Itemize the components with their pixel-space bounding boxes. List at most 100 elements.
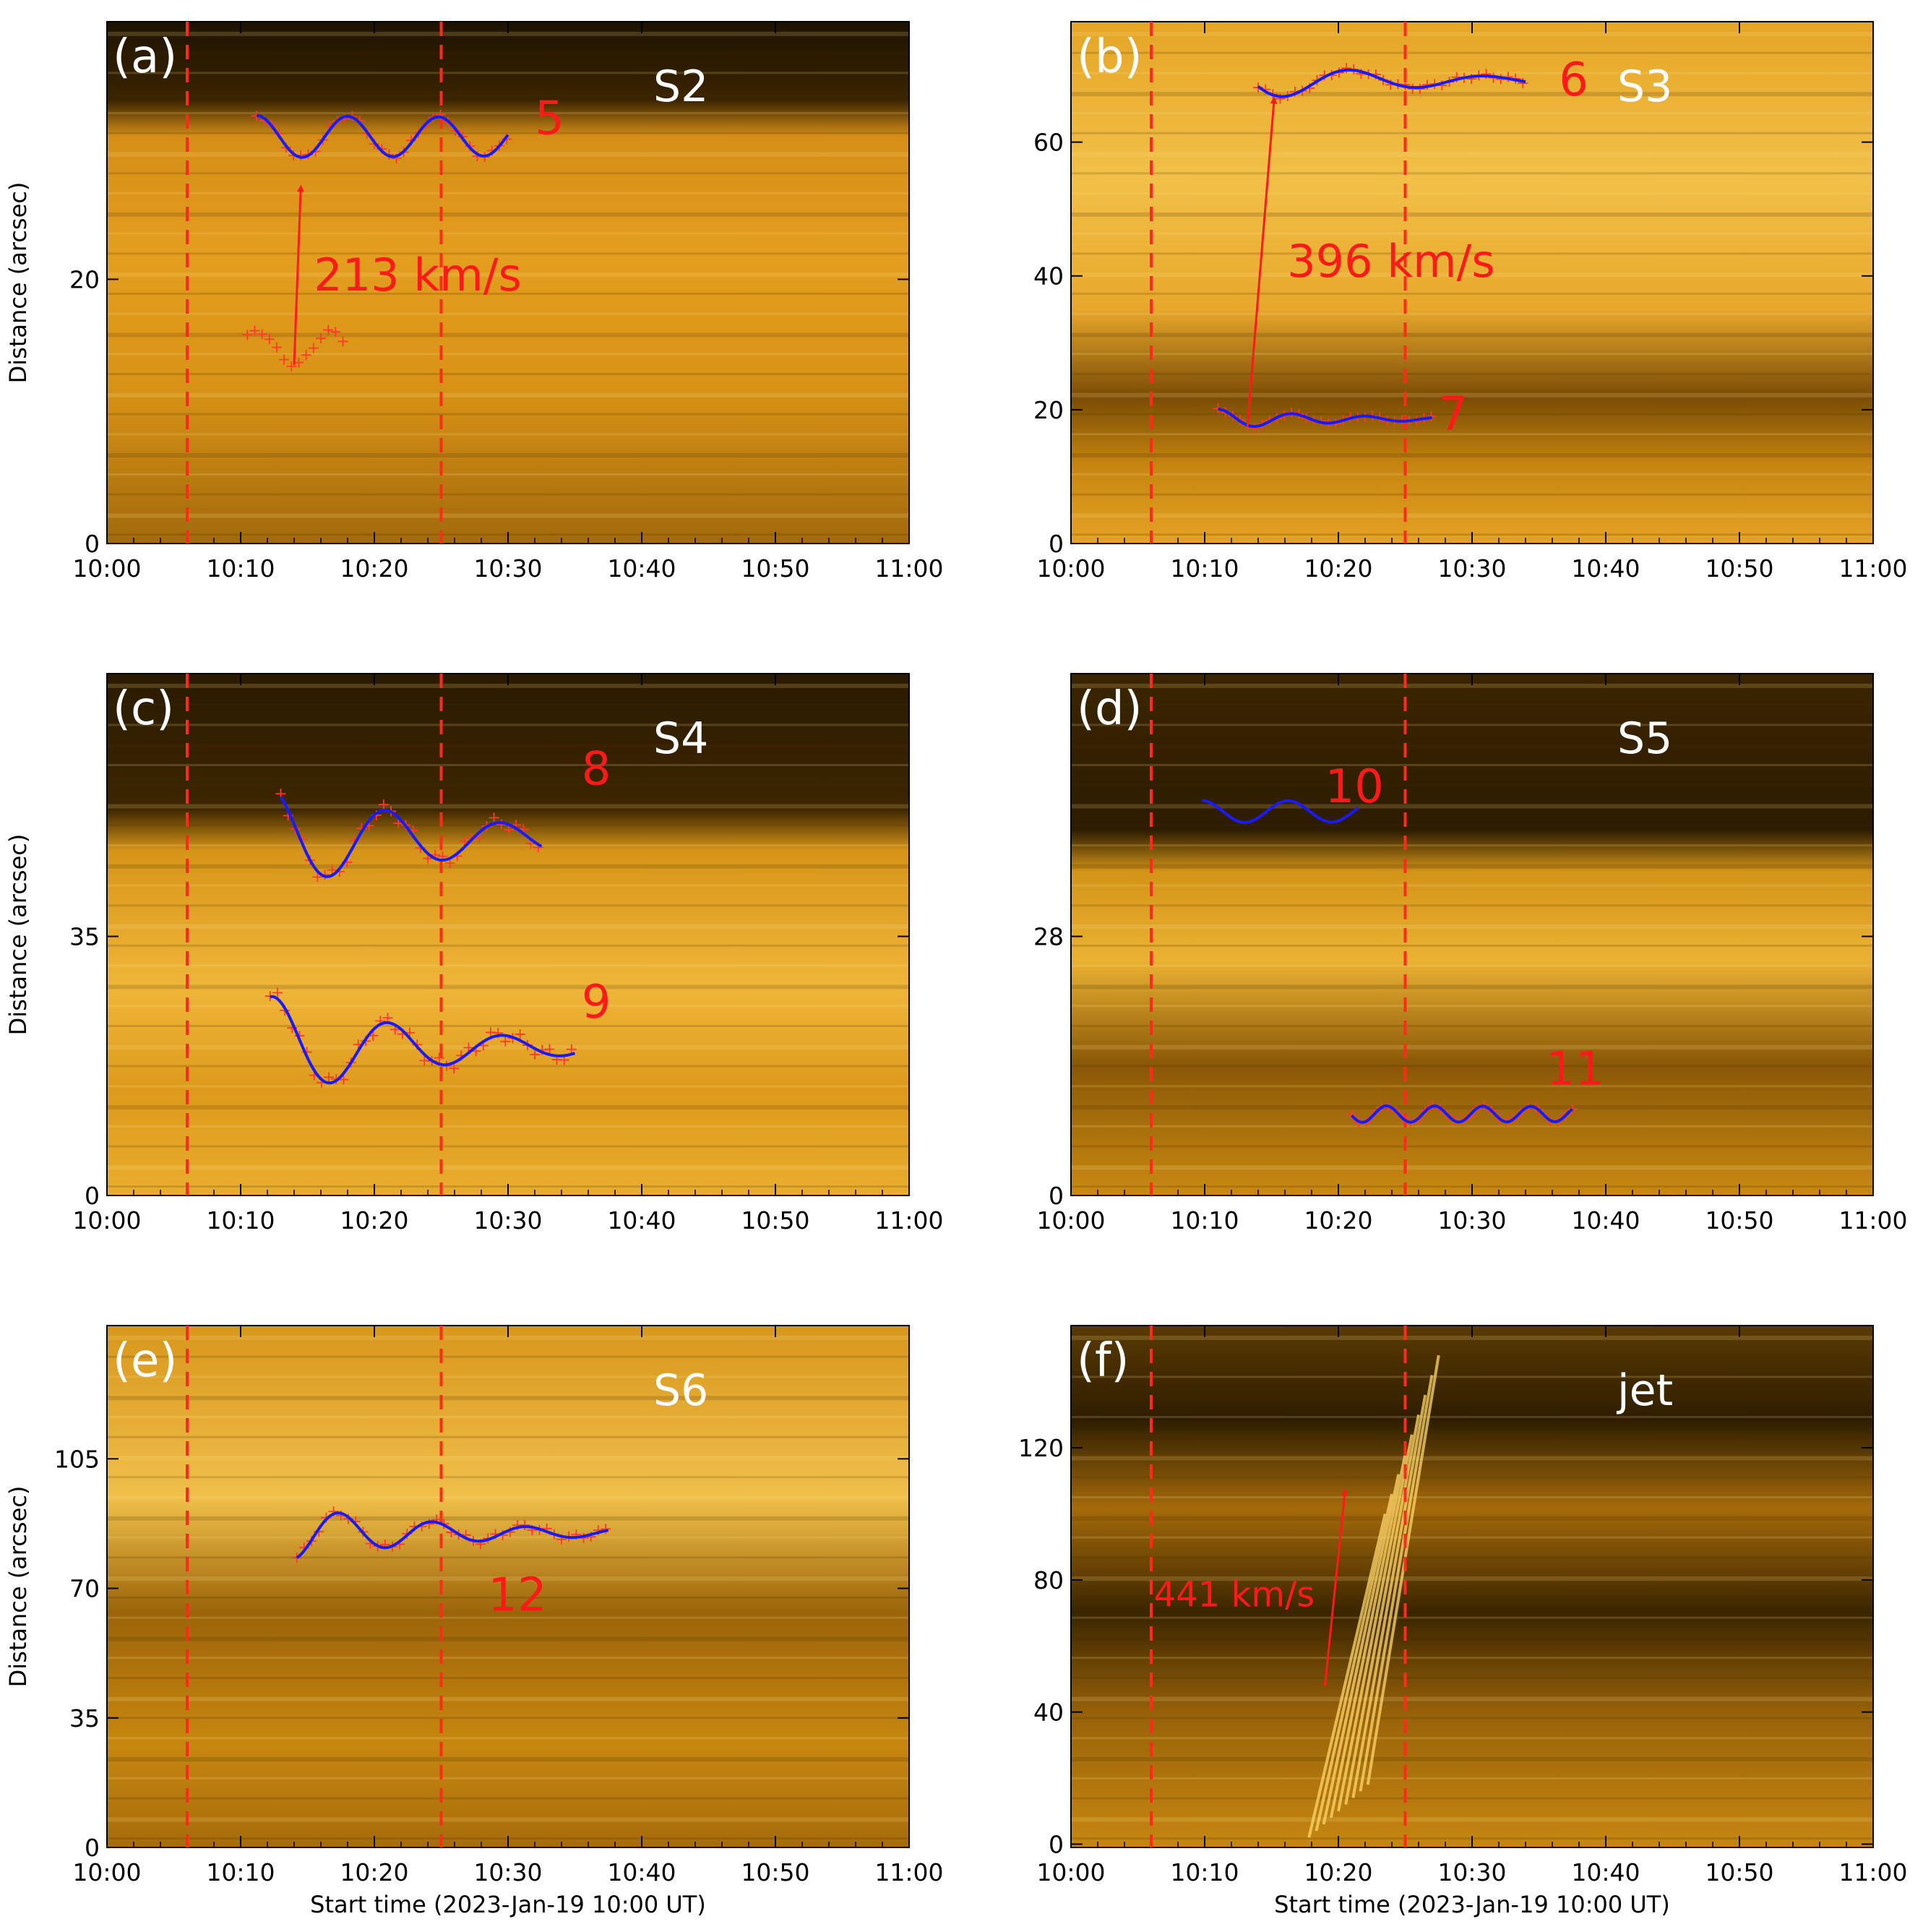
loop-number-label: 10 [1325,760,1384,814]
panel-label: (b) [1077,30,1143,84]
x-tick-label: 10:20 [340,1858,408,1886]
fit-curve [279,796,543,878]
slice-label: S3 [1617,61,1672,112]
y-axis-title: Distance (arcsec) [4,834,32,1036]
y-tick-label: 70 [69,1575,100,1603]
y-tick-label: 0 [1049,1830,1064,1858]
data-point [264,334,275,345]
image-background [1071,674,1873,1195]
jet-streaks [1307,1354,1440,1838]
x-tick-label: 10:50 [741,1858,809,1886]
x-tick-label: 10:00 [72,1858,141,1886]
y-tick-label: 35 [69,923,100,951]
fit-curve [1257,68,1526,98]
x-tick-label: 11:00 [874,1206,943,1235]
panel-d: 10:00 10:10 10:20 10:30 10:40 10:50 11:0002810… [1033,673,1908,1235]
y-tick-label: 60 [1033,129,1064,157]
x-tick-label: 10:50 [741,1206,809,1235]
data-point [489,812,499,823]
x-tick-label: 10:40 [1571,1206,1640,1235]
data-point [312,872,323,883]
x-tick-label: 10:40 [607,1858,676,1886]
x-tick-label: 10:20 [1304,1206,1372,1235]
data-point [337,336,348,347]
y-tick-label: 0 [1049,1182,1064,1210]
velocity-label: 396 km/s [1287,235,1495,288]
x-tick-label: 10:10 [1170,1858,1239,1886]
data-point [515,1029,525,1039]
data-point [316,333,326,344]
loop-number-label: 5 [535,92,564,145]
data-point [330,327,341,338]
fit-curve [256,113,509,159]
data-point [324,1072,335,1083]
panel-label: (a) [113,30,177,84]
data-point [503,824,514,835]
x-axis: 10:00 10:10 10:20 10:30 10:40 10:50 11:00 [72,674,944,1235]
y-axis: 0 35 [69,923,909,1210]
y-axis: 0 40 80 120 [1018,1434,1873,1858]
data-point [520,1520,530,1531]
panel-label: (d) [1077,682,1143,736]
x-tick-label: 10:00 [1036,1206,1105,1235]
y-tick-label: 0 [85,1834,100,1862]
oscillation-fit: 11 [1346,1042,1604,1128]
panel-f: 10:00 10:10 10:20 10:30 10:40 10:50 11:00 0 40 80… [1018,1325,1908,1918]
y-axis-title: Distance (arcsec) [4,182,32,384]
y-tick-label: 35 [69,1704,100,1733]
x-tick-label: 10:50 [1705,1858,1773,1886]
data-point [500,1036,511,1047]
x-tick-label: 10:20 [340,1206,408,1235]
oscillation-fit: 7 [1213,388,1468,442]
image-background [107,1326,909,1847]
y-axis: 0 20 [69,265,909,558]
slice-label: jet [1616,1365,1673,1416]
x-tick-label: 10:20 [340,554,408,583]
panel-b: 10:00 10:10 10:20 10:30 10:40 10:50 11:00 0 20 40… [1033,21,1908,583]
panel-e: 10:00 10:10 10:20 10:30 10:40 10:50 11:00 0 35 70… [4,1325,944,1918]
data-point [327,864,337,875]
data-point [301,350,311,361]
oscillation-fit: 9 [264,976,611,1088]
x-tick-label: 10:10 [1170,1206,1239,1235]
y-tick-label: 40 [1033,262,1064,291]
fit-curve [296,1511,609,1559]
x-tick-label: 10:40 [1571,1858,1640,1886]
y-axis: 0 35 70 105 [54,1445,909,1862]
fit-curve [1351,1104,1574,1124]
x-tick-label: 11:00 [1838,1206,1907,1235]
fit-curve [1202,799,1359,824]
x-tick-label: 10:20 [1304,1858,1372,1886]
x-axis: 10:00 10:10 10:20 10:30 10:40 10:50 11:00 [72,1326,944,1886]
data-point [242,330,253,340]
x-tick-label: 10:40 [1571,554,1640,583]
x-tick-label: 10:00 [1036,1858,1105,1886]
x-tick-label: 10:50 [1705,554,1773,583]
fit-curve [1218,408,1432,428]
fit-curve [270,995,576,1085]
x-tick-label: 10:30 [1437,554,1506,583]
loop-number-label: 6 [1559,53,1588,107]
data-point [378,799,389,810]
y-axis-title: Distance (arcsec) [4,1486,32,1688]
data-point [544,1044,555,1055]
x-tick-label: 11:00 [1838,1858,1907,1886]
y-tick-label: 20 [1033,396,1064,424]
velocity-label: 213 km/s [314,249,522,301]
data-point [272,987,283,998]
data-point [1346,1109,1357,1120]
x-tick-label: 10:00 [1036,554,1105,583]
panel-c: 10:00 10:10 10:20 10:30 10:40 10:50 11:00 0 35 Di… [4,673,944,1235]
y-tick-label: 105 [54,1445,100,1473]
slice-label: S4 [653,713,708,764]
velocity-arrow [1324,1488,1348,1686]
image-background [107,674,909,1195]
velocity-arrow [293,184,304,366]
panel-a: 10:00 10:10 10:20 10:30 10:40 10:50 11:00 0 20 Di… [4,21,944,583]
y-tick-label: 80 [1033,1566,1064,1594]
data-point [257,329,267,340]
image-background [107,22,909,544]
x-axis: 10:00 10:10 10:20 10:30 10:40 10:50 11:00 [1036,22,1908,583]
image-background [1071,1326,1873,1847]
